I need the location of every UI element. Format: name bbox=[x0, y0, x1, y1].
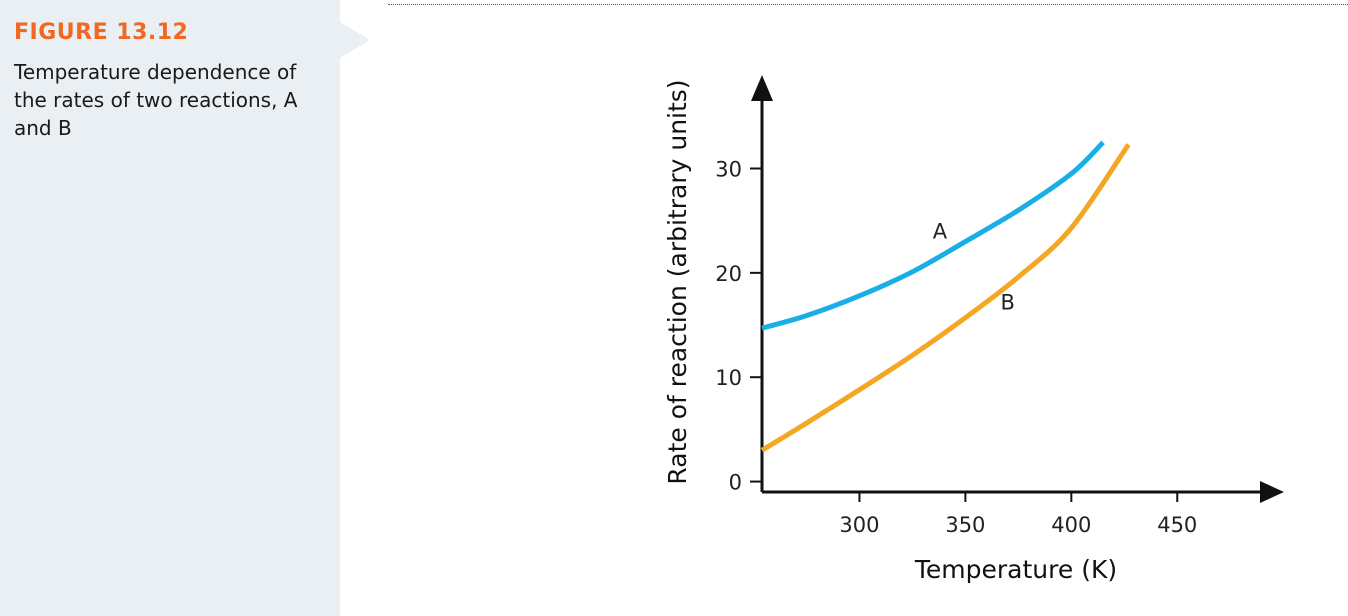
y-tick-label: 30 bbox=[715, 157, 742, 181]
x-tick-label: 300 bbox=[839, 513, 879, 537]
y-axis-title: Rate of reaction (arbitrary units) bbox=[663, 79, 692, 484]
top-divider bbox=[388, 4, 1348, 5]
figure-label: FIGURE 13.12 bbox=[14, 20, 189, 45]
series-line-a bbox=[761, 140, 1105, 331]
figure-caption: Temperature dependence of the rates of t… bbox=[14, 60, 298, 140]
y-axis-arrow bbox=[751, 75, 773, 101]
chart-series bbox=[760, 140, 1131, 453]
caption-pointer bbox=[340, 22, 370, 58]
chart-axes bbox=[751, 75, 1284, 503]
curve-label-a: A bbox=[933, 219, 948, 243]
x-tick-label: 400 bbox=[1051, 513, 1091, 537]
y-tick-label: 20 bbox=[715, 262, 742, 286]
chart-ticks: 0 10 20 30 300 350 400 450 bbox=[715, 157, 1197, 537]
x-axis-arrow bbox=[1260, 481, 1284, 503]
x-tick-label: 450 bbox=[1157, 513, 1197, 537]
curve-label-b: B bbox=[1001, 290, 1015, 314]
y-tick-label: 0 bbox=[729, 471, 742, 495]
x-axis-title: Temperature (K) bbox=[914, 555, 1117, 584]
x-tick-label: 350 bbox=[945, 513, 985, 537]
series-line-b bbox=[760, 143, 1131, 453]
chart-labels: Temperature (K) Rate of reaction (arbitra… bbox=[663, 79, 1117, 584]
caption-panel: FIGURE 13.12 Temperature dependence of t… bbox=[0, 0, 340, 616]
y-tick-label: 10 bbox=[715, 366, 742, 390]
